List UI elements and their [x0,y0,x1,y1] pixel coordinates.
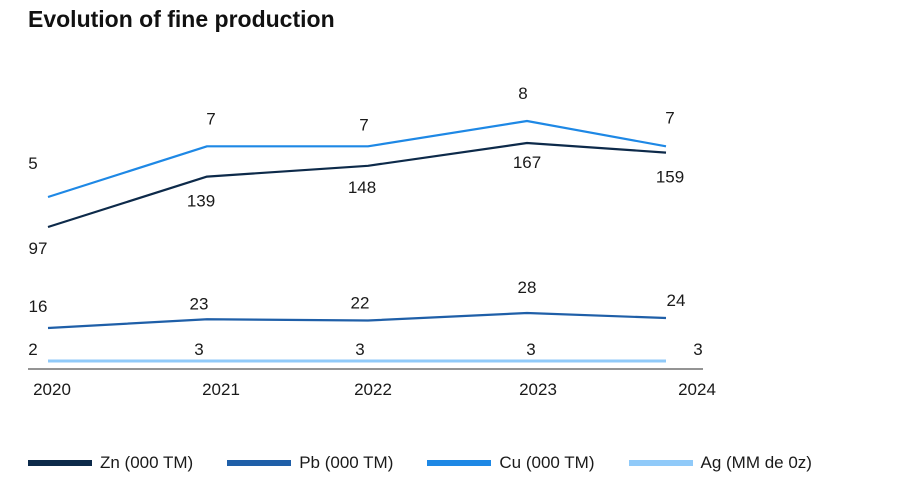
data-label: 22 [351,294,370,313]
data-label: 148 [348,178,376,197]
legend-item: Zn (000 TM) [28,453,193,473]
data-label: 2 [28,340,37,359]
legend-item: Ag (MM de 0z) [628,453,812,473]
legend-label: Ag (MM de 0z) [700,453,812,472]
data-label: 24 [667,291,686,310]
x-tick-label: 2024 [678,380,716,399]
data-label: 3 [194,340,203,359]
x-tick-label: 2020 [33,380,71,399]
legend-item: Pb (000 TM) [227,453,393,473]
data-label: 7 [665,108,674,127]
x-tick-label: 2023 [519,380,557,399]
data-label: 28 [518,278,537,297]
chart-title: Evolution of fine production [28,6,335,32]
data-label: 3 [693,340,702,359]
legend-item: Cu (000 TM) [427,453,595,473]
data-label: 8 [518,84,527,103]
legend-label: Pb (000 TM) [299,453,394,472]
data-label: 23 [190,294,209,313]
data-label: 5 [28,154,37,173]
legend-swatch [427,460,492,466]
data-label: 3 [526,340,535,359]
legend-label: Cu (000 TM) [499,453,595,472]
data-label: 16 [29,297,48,316]
data-label: 3 [355,340,364,359]
series-line-pb [47,311,667,330]
legend-swatch [227,460,292,466]
data-label: 7 [206,109,215,128]
x-tick-label: 2022 [354,380,392,399]
data-label: 7 [359,115,368,134]
x-tick-label: 2021 [202,380,240,399]
data-label: 139 [187,192,215,211]
legend-label: Zn (000 TM) [100,453,194,472]
data-label: 97 [29,239,48,258]
data-label: 167 [513,153,541,172]
chart-legend: Zn (000 TM) Pb (000 TM) Cu (000 TM) Ag (MM … [28,453,888,473]
data-label: 159 [656,168,684,187]
legend-swatch [628,460,693,466]
legend-swatch [28,460,92,466]
